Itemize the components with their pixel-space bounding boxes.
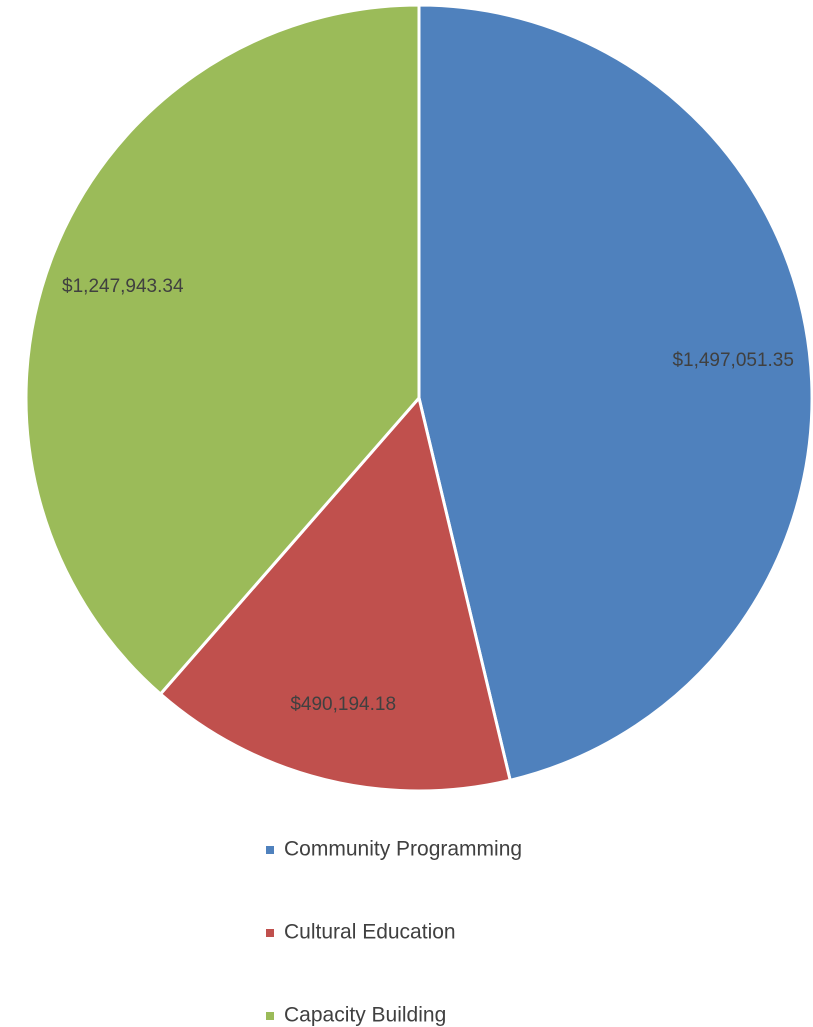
data-label-capacity-building: $1,247,943.34 (62, 276, 184, 297)
legend-label: Cultural Education (284, 921, 456, 944)
legend-swatch (266, 929, 274, 937)
legend-item-community-programming: Community Programming (266, 838, 522, 861)
legend-swatch (266, 846, 274, 854)
legend-item-capacity-building: Capacity Building (266, 1004, 446, 1027)
legend-label: Capacity Building (284, 1004, 446, 1027)
data-labels: $1,497,051.35 $490,194.18 $1,247,943.34 (62, 276, 794, 715)
legend-label: Community Programming (284, 838, 522, 861)
pie-slice-capacity-building (24, 3, 421, 696)
data-label-community-programming: $1,497,051.35 (672, 350, 794, 371)
pie-slice-community-programming (417, 3, 813, 782)
pie-slice-cultural-education (158, 396, 512, 793)
legend-swatch (266, 1012, 274, 1020)
legend: Community Programming Cultural Education C… (266, 838, 522, 1027)
legend-item-cultural-education: Cultural Education (266, 921, 456, 944)
data-label-cultural-education: $490,194.18 (290, 694, 396, 715)
pie-slices (24, 3, 813, 793)
